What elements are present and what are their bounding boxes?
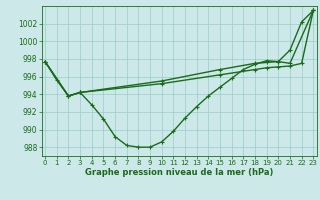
X-axis label: Graphe pression niveau de la mer (hPa): Graphe pression niveau de la mer (hPa) [85, 168, 273, 177]
